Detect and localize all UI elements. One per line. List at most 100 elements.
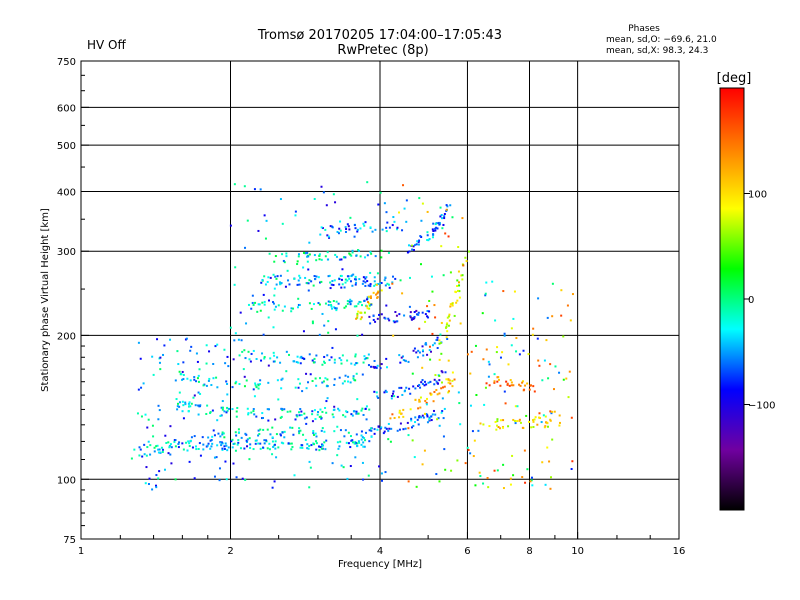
data-point xyxy=(475,394,478,397)
data-point xyxy=(218,467,221,470)
data-point xyxy=(333,383,336,386)
data-point xyxy=(253,188,256,191)
data-point xyxy=(170,462,173,465)
data-point xyxy=(353,363,356,366)
data-point xyxy=(352,377,355,380)
data-point xyxy=(518,353,521,356)
data-point xyxy=(496,380,499,383)
data-point xyxy=(279,274,282,277)
data-point xyxy=(435,380,438,383)
data-point xyxy=(293,474,296,477)
data-point xyxy=(280,378,283,381)
data-point xyxy=(540,421,543,424)
data-point xyxy=(570,416,573,419)
data-point xyxy=(543,359,546,362)
data-point xyxy=(348,277,351,280)
data-point xyxy=(302,433,305,436)
data-point xyxy=(216,386,219,389)
data-point xyxy=(421,382,424,385)
data-point xyxy=(157,404,160,407)
data-point xyxy=(306,443,309,446)
data-point xyxy=(149,453,152,456)
data-point xyxy=(386,221,389,224)
data-point xyxy=(457,246,460,249)
data-point xyxy=(404,427,407,430)
data-point xyxy=(152,435,155,438)
data-point xyxy=(262,333,265,336)
data-point xyxy=(436,393,439,396)
data-point xyxy=(370,435,373,438)
data-point xyxy=(491,280,494,283)
data-point xyxy=(412,349,415,352)
data-point xyxy=(362,361,365,364)
data-point xyxy=(449,204,452,207)
data-point xyxy=(416,313,419,316)
data-point xyxy=(198,368,201,371)
data-point xyxy=(263,214,266,217)
data-point xyxy=(332,416,335,419)
data-point xyxy=(247,413,250,416)
data-point xyxy=(512,317,515,320)
data-point xyxy=(355,281,358,284)
data-point xyxy=(350,254,353,257)
data-point xyxy=(153,450,156,453)
data-point xyxy=(346,223,349,226)
data-point xyxy=(189,379,192,382)
data-point xyxy=(297,378,300,381)
data-point xyxy=(156,444,159,447)
data-point xyxy=(351,249,354,252)
data-point xyxy=(388,226,391,229)
data-point xyxy=(260,281,263,284)
data-point xyxy=(340,362,343,365)
data-point xyxy=(439,215,442,218)
data-point xyxy=(474,344,477,347)
data-point xyxy=(271,426,274,429)
data-point xyxy=(182,361,185,364)
data-point xyxy=(458,402,461,405)
data-point xyxy=(384,284,387,287)
data-point xyxy=(357,310,360,313)
data-point xyxy=(339,429,342,432)
data-point xyxy=(367,295,370,298)
data-point xyxy=(366,254,369,257)
data-point xyxy=(349,303,352,306)
data-point xyxy=(401,393,404,396)
data-point xyxy=(449,303,452,306)
data-point xyxy=(259,442,262,445)
data-point xyxy=(321,443,324,446)
data-point xyxy=(321,227,324,230)
data-point xyxy=(488,363,491,366)
data-point xyxy=(316,413,319,416)
data-point xyxy=(290,307,293,310)
data-point xyxy=(512,418,515,421)
data-point xyxy=(439,333,442,336)
data-point xyxy=(418,398,421,401)
data-point xyxy=(286,269,289,272)
data-point xyxy=(312,430,315,433)
data-point xyxy=(390,427,393,430)
data-point xyxy=(155,445,158,448)
data-point xyxy=(137,341,140,344)
data-point xyxy=(411,248,414,251)
data-point xyxy=(208,350,211,353)
data-point xyxy=(441,227,444,230)
data-point xyxy=(155,474,158,477)
data-point xyxy=(263,357,266,360)
data-point xyxy=(162,353,165,356)
data-point xyxy=(530,426,533,429)
data-point xyxy=(243,375,246,378)
data-point xyxy=(350,300,353,303)
data-point xyxy=(467,250,470,253)
data-point xyxy=(260,359,263,362)
data-point xyxy=(355,362,358,365)
data-point xyxy=(428,310,431,313)
data-point xyxy=(275,433,278,436)
data-point xyxy=(157,451,160,454)
data-point xyxy=(433,342,436,345)
data-point xyxy=(268,408,271,411)
data-point xyxy=(429,392,432,395)
data-point xyxy=(158,409,161,412)
data-point xyxy=(368,429,371,432)
data-point xyxy=(438,223,441,226)
data-point xyxy=(421,345,424,348)
